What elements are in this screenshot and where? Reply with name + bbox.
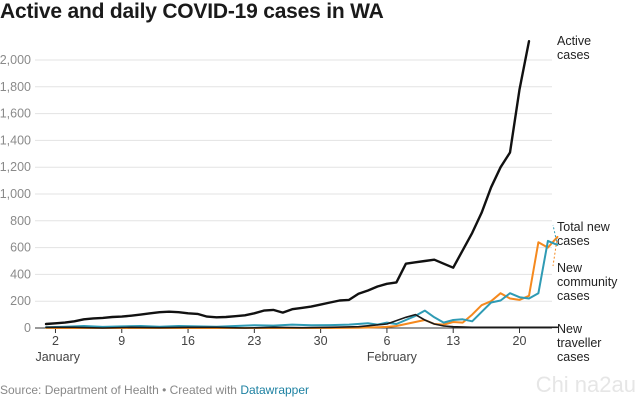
y-tick-label: 800 [10,214,31,228]
y-tick-label: 1,000 [0,187,31,201]
x-month-label: February [367,350,418,364]
footer-source: Source: Department of Health • Created w… [0,383,309,397]
y-tick-label: 2,000 [0,53,31,67]
datawrapper-link[interactable]: Datawrapper [240,383,310,397]
x-tick-label: 6 [383,334,390,348]
x-tick-label: 2 [52,334,59,348]
y-tick-label: 1,600 [0,107,31,121]
y-tick-label: 200 [10,294,31,308]
x-tick-label: 23 [247,334,261,348]
series-label-new-traveller-cases: New traveller cases [557,322,601,364]
y-tick-label: 1,200 [0,160,31,174]
x-tick-label: 16 [181,334,195,348]
series-label-new-community-cases: New community cases [557,261,618,303]
footer-source-text: Source: Department of Health • Created w… [0,383,241,397]
axes: 0 200 400 600 800 1,000 1,200 1,400 1,600 1,800 2,… [0,53,526,364]
connector-new-community-cases [552,236,558,267]
x-tick-label: 13 [446,334,460,348]
series-line-new-community-cases [45,235,559,329]
series-label-total-new-cases: Total new cases [557,220,611,248]
series-line-total-new-cases [45,239,559,329]
grid [35,59,552,329]
chart-title: Active and daily COVID-19 cases in WA [0,0,384,23]
series-lines [44,40,559,329]
x-tick-label: 20 [513,334,527,348]
series-label-active-cases: Active cases [557,34,591,62]
y-tick-label: 400 [10,267,31,281]
series-labels: New community cases Total new cases New travel… [552,34,618,364]
connector-total-new-cases [552,224,558,246]
series-line-active-cases [44,40,531,326]
x-month-label: January [35,350,80,364]
y-tick-label: 1,400 [0,133,31,147]
y-tick-label: 0 [24,321,31,335]
x-tick-label: 30 [314,334,328,348]
x-tick-label: 9 [118,334,125,348]
watermark: Chi na2au [535,372,636,397]
y-tick-label: 1,800 [0,80,31,94]
series-line-new-traveller-cases [45,313,559,329]
y-tick-label: 600 [10,241,31,255]
